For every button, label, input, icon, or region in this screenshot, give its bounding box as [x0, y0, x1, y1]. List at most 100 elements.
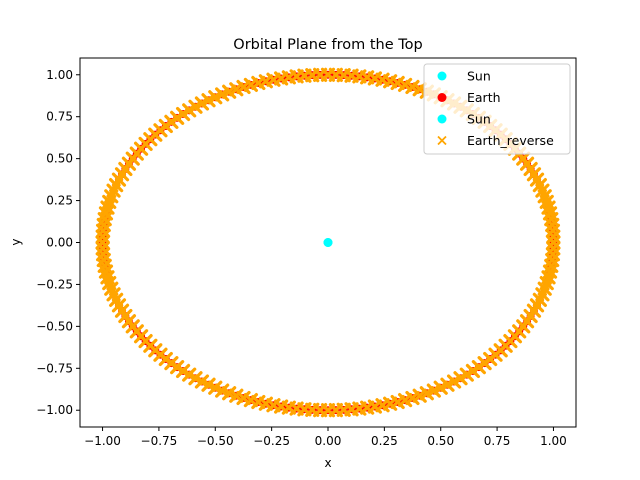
y-tick-label: 0.25 — [46, 194, 73, 208]
marker-stroke — [529, 172, 545, 187]
earth-reverse-marker — [215, 383, 230, 398]
marker-stroke — [194, 374, 210, 389]
y-tick-label: −0.25 — [36, 277, 73, 291]
earth-reverse-marker — [419, 386, 434, 401]
earth-reverse-marker — [229, 82, 244, 97]
marker-stroke — [546, 241, 561, 256]
marker-stroke — [412, 388, 427, 403]
earth-reverse-marker — [194, 96, 210, 111]
earth-reverse-marker — [440, 377, 455, 392]
marker-stroke — [182, 103, 197, 118]
earth-reverse-marker — [426, 383, 441, 398]
marker-stroke — [208, 380, 223, 395]
marker-stroke — [222, 84, 237, 99]
earth-reverse-marker — [201, 377, 216, 392]
earth-reverse-marker — [412, 388, 427, 403]
earth-reverse-marker — [433, 380, 448, 395]
earth-reverse-marker — [175, 363, 191, 379]
x-axis: −1.00 −0.75 −0.50 −0.25 0.00 0.25 0.50 0.75 1.00 — [84, 427, 567, 448]
marker-stroke — [201, 93, 216, 108]
marker-stroke — [229, 82, 244, 97]
x-tick-label: 0.75 — [484, 434, 511, 448]
marker-stroke — [96, 252, 111, 268]
legend-label: Sun — [467, 112, 491, 127]
earth-reverse-marker — [194, 374, 210, 389]
y-tick-label: 0.75 — [46, 110, 73, 124]
marker-stroke — [539, 194, 554, 210]
marker-stroke — [106, 287, 121, 302]
marker-stroke — [102, 275, 117, 291]
marker-stroke — [194, 96, 210, 111]
legend-label: Earth — [467, 90, 501, 105]
y-axis-label: y — [9, 238, 23, 245]
y-tick-label: −1.00 — [36, 403, 73, 417]
x-tick-label: 0.00 — [315, 434, 342, 448]
earth-reverse-marker — [188, 371, 203, 386]
y-tick-label: −0.75 — [36, 361, 73, 375]
earth-reverse-marker — [546, 241, 561, 256]
marker-stroke — [544, 212, 559, 227]
marker-stroke — [535, 183, 550, 198]
legend-label: Earth_reverse — [467, 133, 554, 148]
marker-stroke — [97, 258, 112, 273]
marker-stroke — [412, 82, 427, 97]
earth-reverse-marker — [182, 103, 197, 118]
marker-stroke — [440, 377, 455, 392]
marker-stroke — [182, 367, 197, 382]
marker-stroke — [188, 371, 203, 386]
marker-stroke — [111, 298, 127, 313]
chart-title: Orbital Plane from the Top — [233, 37, 422, 53]
y-tick-label: 0.50 — [46, 152, 73, 166]
legend-marker — [437, 135, 447, 146]
legend-box — [423, 63, 571, 155]
earth-reverse-marker — [201, 93, 216, 108]
earth-reverse-marker — [188, 99, 203, 114]
marker-stroke — [201, 377, 216, 392]
marker-stroke — [541, 200, 556, 215]
earth-reverse-marker — [453, 371, 468, 386]
earth-reverse-marker — [215, 87, 230, 102]
marker-stroke — [208, 90, 223, 105]
earth-reverse-marker — [222, 386, 237, 401]
sun-marker — [323, 238, 333, 247]
marker-stroke — [459, 367, 474, 382]
marker-stroke — [545, 217, 560, 233]
x-tick-label: −0.25 — [253, 434, 290, 448]
marker-stroke — [100, 270, 115, 285]
legend: Sun Earth Sun Earth_reverse — [423, 63, 571, 155]
y-tick-label: −0.50 — [36, 319, 73, 333]
earth-reverse-marker — [446, 374, 462, 389]
earth-reverse-marker — [208, 380, 223, 395]
marker-stroke — [109, 292, 124, 307]
marker-stroke — [215, 383, 230, 398]
x-tick-label: −0.75 — [141, 434, 178, 448]
marker-stroke — [537, 189, 552, 204]
plot-area — [95, 67, 561, 418]
earth-reverse-marker — [222, 84, 237, 99]
marker-stroke — [433, 380, 448, 395]
legend-marker — [437, 93, 447, 102]
earth-reverse-marker — [459, 367, 474, 382]
marker-stroke — [446, 374, 462, 389]
marker-stroke — [98, 264, 114, 279]
legend-marker — [437, 71, 447, 81]
earth-reverse-marker — [208, 90, 223, 105]
marker-stroke — [532, 178, 547, 193]
marker-stroke — [222, 386, 237, 401]
marker-stroke — [426, 383, 441, 398]
marker-stroke — [215, 87, 230, 102]
marker-stroke — [104, 281, 119, 296]
x-tick-label: 0.50 — [427, 434, 454, 448]
legend-label: Sun — [467, 69, 491, 84]
y-axis: −1.00 −0.75 −0.50 −0.25 0.00 0.25 0.50 0.75 1.00 — [36, 68, 80, 417]
marker-stroke — [453, 371, 468, 386]
x-tick-label: −1.00 — [84, 434, 121, 448]
marker-stroke — [188, 99, 203, 114]
marker-stroke — [175, 363, 191, 379]
marker-stroke — [419, 386, 434, 401]
x-tick-label: 1.00 — [540, 434, 567, 448]
x-tick-label: −0.50 — [197, 434, 234, 448]
marker-stroke — [542, 206, 558, 221]
marker-stroke — [229, 388, 244, 403]
